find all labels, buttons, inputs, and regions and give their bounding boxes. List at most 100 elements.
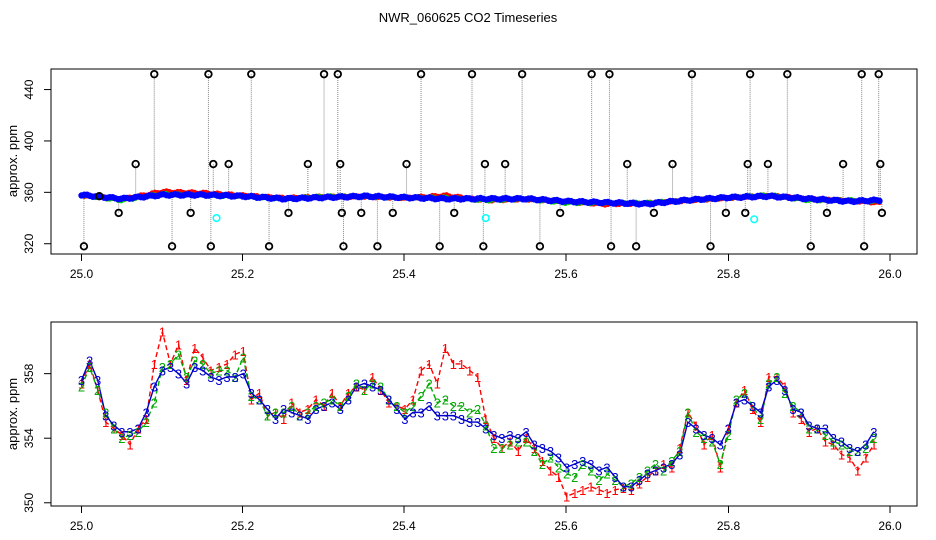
bottom-series-3-marker: 3 (207, 370, 214, 385)
bottom-series-2-marker: 2 (345, 389, 352, 404)
bottom-series-3-marker: 3 (539, 441, 546, 456)
top-flagged-point (763, 159, 773, 169)
bottom-series-2-marker: 2 (636, 470, 643, 485)
bottom-series-1-marker: 1 (345, 386, 352, 401)
bottom-series-3-marker: 3 (231, 370, 238, 385)
bottom-series-2-marker: 2 (603, 467, 610, 482)
bottom-series-2-marker: 2 (749, 399, 756, 414)
bottom-series-2-marker: 2 (134, 425, 141, 440)
bottom-series-2-marker: 2 (611, 473, 618, 488)
bottom-series-3-marker: 3 (450, 409, 457, 424)
bottom-series-1-marker: 1 (603, 486, 610, 501)
top-flagged-point (336, 159, 345, 169)
bottom-series-1-marker: 1 (636, 476, 643, 491)
bottom-series-3-marker: 3 (838, 434, 845, 449)
bottom-series-3-marker: 3 (603, 460, 610, 475)
bottom-series-1-marker: 1 (143, 412, 150, 427)
top-x-tick-label: 25.2 (231, 267, 255, 281)
bottom-series-2-marker: 2 (838, 438, 845, 453)
bottom-series-3-marker: 3 (272, 412, 279, 427)
bottom-series-3-marker: 3 (547, 444, 554, 459)
bottom-series-3-marker: 3 (134, 422, 141, 437)
bottom-series-3-marker: 3 (765, 380, 772, 395)
top-flagged-point (587, 69, 596, 79)
bottom-series-2-marker: 2 (369, 376, 376, 391)
top-flagged-point (706, 242, 715, 251)
top-flagged-point (649, 208, 659, 218)
bottom-series-2-marker: 2 (587, 463, 594, 478)
top-flagged-point (150, 69, 159, 79)
bottom-x-tick-label: 25.8 (717, 519, 741, 533)
top-flagged-point (535, 242, 545, 251)
top-flagged-point (131, 159, 140, 169)
top-flagged-point (167, 242, 177, 251)
bottom-series-2-marker: 2 (207, 367, 214, 382)
bottom-series-3-marker: 3 (814, 422, 821, 437)
bottom-series-3-marker: 3 (240, 367, 247, 382)
bottom-series-3-marker: 3 (498, 431, 505, 446)
bottom-series-2-marker: 2 (110, 422, 117, 437)
top-flagged-point (467, 69, 477, 79)
top-flagged-point (284, 208, 293, 218)
top-flagged-point (555, 208, 565, 218)
bottom-series-3-marker: 3 (822, 422, 829, 437)
bottom-series-3-marker: 3 (215, 373, 222, 388)
bottom-series-2-marker: 2 (337, 399, 344, 414)
bottom-series-1-marker: 1 (434, 376, 441, 391)
bottom-series-2-marker: 2 (126, 428, 133, 443)
bottom-series-3-marker: 3 (312, 402, 319, 417)
bottom-series-2-marker: 2 (620, 480, 627, 495)
bottom-series-1-marker: 1 (296, 405, 303, 420)
bottom-series-1-marker: 1 (442, 341, 449, 356)
bottom-series-3-marker: 3 (733, 396, 740, 411)
bottom-series-1-marker: 1 (862, 451, 869, 466)
bottom-series-2-marker: 2 (329, 392, 336, 407)
top-flagged-point (224, 159, 233, 169)
bottom-y-label: approx. ppm (5, 378, 20, 450)
top-y-label: approx. ppm (5, 125, 20, 197)
top-flagged-point (859, 242, 869, 251)
bottom-series-2-marker: 2 (644, 463, 651, 478)
bottom-series-2-marker: 2 (676, 444, 683, 459)
bottom-series-2-marker: 2 (434, 396, 441, 411)
bottom-series-1-marker: 1 (264, 409, 271, 424)
bottom-series-3-marker: 3 (611, 470, 618, 485)
bottom-series-2-marker: 2 (579, 457, 586, 472)
bottom-series-3-marker: 3 (126, 425, 133, 440)
bottom-series-2-marker: 2 (830, 434, 837, 449)
bottom-series-3-marker: 3 (191, 360, 198, 375)
top-cyan-point (481, 213, 490, 223)
bottom-series-1-marker: 1 (417, 363, 424, 378)
top-flagged-point (623, 159, 632, 169)
top-flagged-point (337, 208, 347, 218)
top-flagged-point (339, 242, 348, 251)
bottom-series-2-marker: 2 (320, 396, 327, 411)
bottom-series-1-marker: 1 (660, 457, 667, 472)
top-flagged-point (838, 159, 848, 169)
bottom-series-1-marker: 1 (353, 380, 360, 395)
bottom-series-1-marker: 1 (830, 438, 837, 453)
top-flagged-point (517, 69, 527, 79)
bottom-series-1-marker: 1 (126, 438, 133, 453)
bottom-series-1-marker: 1 (134, 422, 141, 437)
bottom-series-1-marker: 1 (870, 438, 877, 453)
top-cyan-point (212, 213, 221, 223)
top-flagged-point (333, 69, 342, 79)
top-flagged-point (874, 69, 883, 79)
bottom-series-3-marker: 3 (652, 463, 659, 478)
top-x-tick-label: 26.0 (878, 267, 902, 281)
bottom-series-3-marker: 3 (78, 373, 85, 388)
bottom-series-1-marker: 1 (757, 415, 764, 430)
bottom-series-2-marker: 2 (660, 463, 667, 478)
top-flagged-point (668, 159, 677, 169)
top-flagged-point (204, 69, 213, 79)
top-series-3-point (876, 197, 883, 205)
bottom-series-1-marker: 1 (369, 370, 376, 385)
bottom-series-2-marker: 2 (555, 460, 562, 475)
bottom-series-1-marker: 1 (684, 405, 691, 420)
bottom-series-3-marker: 3 (636, 473, 643, 488)
bottom-series-3-marker: 3 (426, 399, 433, 414)
bottom-series-1-marker: 1 (563, 489, 570, 504)
bottom-series-3-marker: 3 (377, 383, 384, 398)
